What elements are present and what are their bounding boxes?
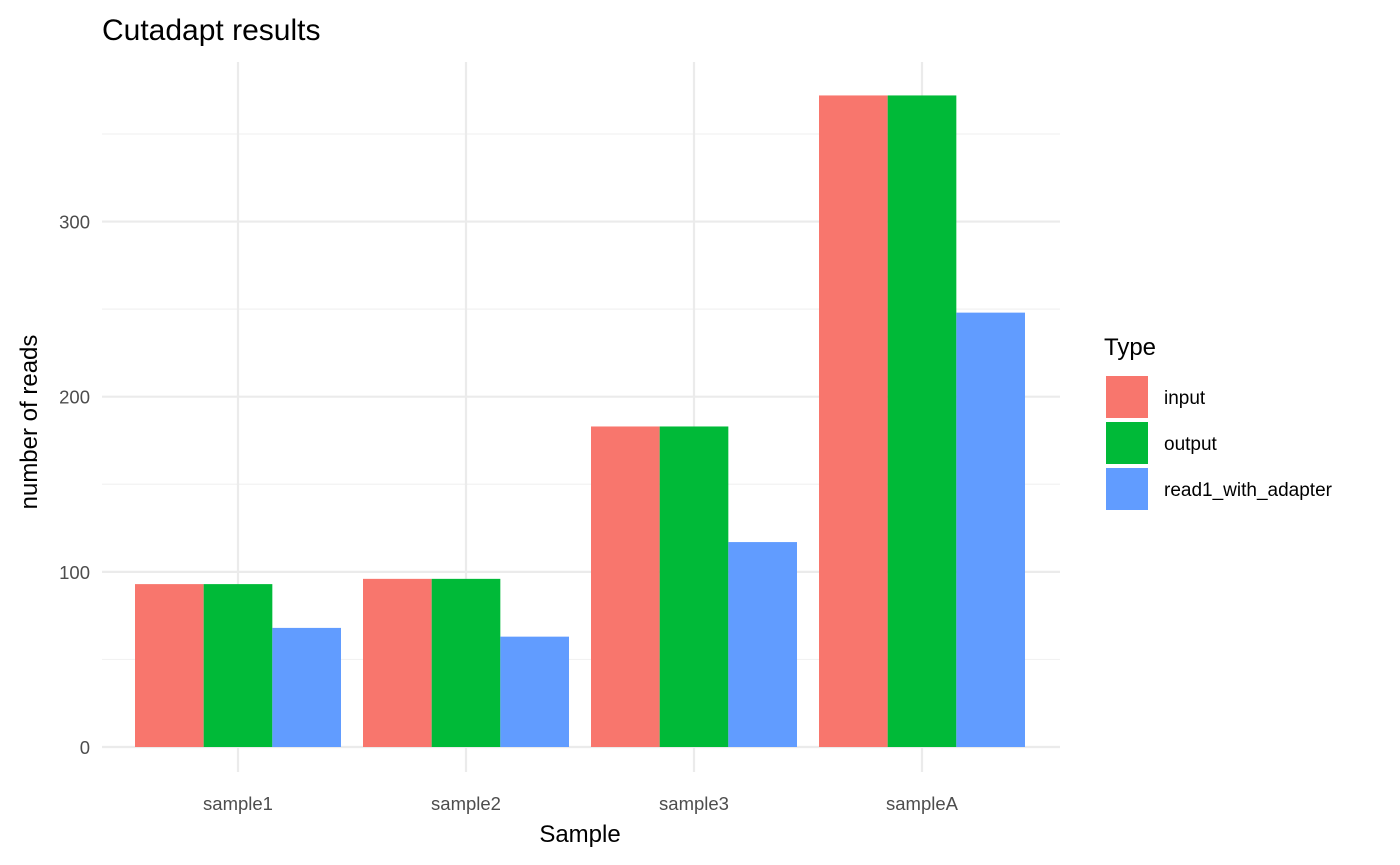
x-axis-ticks: sample1 sample2 sample3 sampleA (203, 793, 959, 814)
legend: Type input output read1_with_adapter (1104, 334, 1333, 510)
y-tick-label: 0 (80, 737, 90, 758)
legend-swatch-output (1106, 422, 1148, 464)
x-tick-label: sample3 (659, 793, 729, 814)
legend-swatch-read1_with_adapter (1106, 468, 1148, 510)
legend-label-output: output (1164, 434, 1218, 455)
x-tick-label: sample1 (203, 793, 273, 814)
bar-input-sample2 (363, 578, 432, 747)
legend-label-read1_with_adapter: read1_with_adapter (1164, 480, 1333, 501)
bar-read1_with_adapter-sample2 (500, 636, 569, 747)
bar-output-sampleA (887, 95, 957, 747)
y-axis-ticks: 0 100 200 300 (59, 212, 90, 758)
y-axis-title: number of reads (16, 335, 43, 510)
bar-read1_with_adapter-sample3 (728, 542, 797, 747)
y-tick-label: 100 (59, 562, 90, 583)
bar-input-sampleA (819, 95, 888, 747)
legend-label-input: input (1164, 388, 1206, 409)
y-tick-label: 300 (59, 212, 90, 233)
bar-output-sample3 (659, 426, 729, 747)
bar-output-sample1 (203, 584, 273, 747)
chart-title: Cutadapt results (102, 14, 320, 47)
bar-input-sample3 (591, 426, 660, 747)
bar-read1_with_adapter-sample1 (272, 627, 341, 747)
x-tick-label: sample2 (431, 793, 501, 814)
bar-output-sample2 (431, 578, 501, 747)
y-tick-label: 200 (59, 387, 90, 408)
legend-title: Type (1104, 334, 1156, 361)
bars (135, 95, 1025, 747)
bar-input-sample1 (135, 584, 204, 747)
x-tick-label: sampleA (886, 793, 959, 814)
bar-read1_with_adapter-sampleA (956, 312, 1025, 747)
legend-swatch-input (1106, 376, 1148, 418)
x-axis-title: Sample (539, 821, 620, 848)
